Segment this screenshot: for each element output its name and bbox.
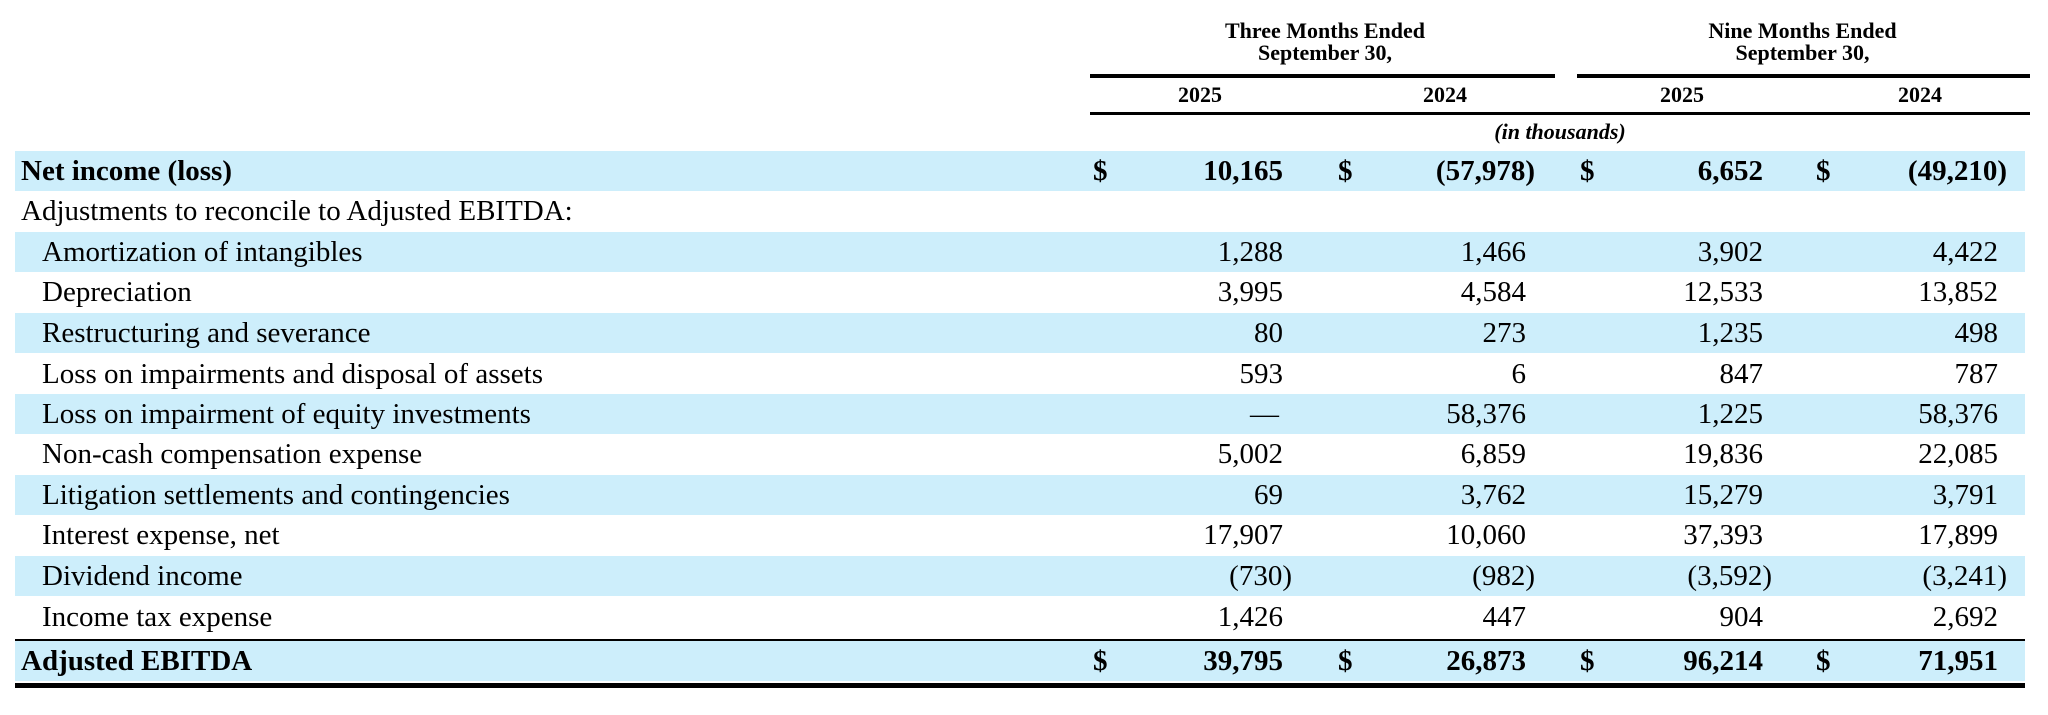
table-row: Income tax expense 1,426 447 904 2,692: [15, 597, 2025, 637]
row-label: Income tax expense: [42, 601, 273, 633]
year-col-1: 2025: [1178, 82, 1222, 107]
table-row: Depreciation 3,995 4,584 12,533 13,852: [15, 272, 2025, 312]
row-label: Adjustments to reconcile to Adjusted EBI…: [21, 195, 573, 227]
value-cell: 3,995: [1217, 276, 1283, 308]
row-label: Amortization of intangibles: [42, 236, 363, 268]
row-label: Non-cash compensation expense: [42, 438, 423, 470]
row-label: Loss on impairment of equity investments: [42, 398, 531, 430]
dollar-sign: $: [1093, 645, 1108, 677]
dollar-sign: $: [1338, 155, 1353, 187]
row-label: Depreciation: [42, 276, 192, 308]
value-cell: 3,762: [1460, 479, 1526, 511]
value-cell: 498: [1954, 317, 1999, 349]
header-three-months-line2: September 30,: [1257, 40, 1393, 65]
value-cell: 4,422: [1932, 236, 1998, 268]
value-cell: 1,235: [1697, 317, 1763, 349]
value-cell: 96,214: [1683, 645, 1763, 677]
row-label: Net income (loss): [21, 155, 233, 187]
table-row: Adjusted EBITDA $39,795 $26,873 $96,214 $71,…: [15, 641, 2025, 681]
dollar-sign: $: [1816, 155, 1831, 187]
row-label: Loss on impairments and disposal of asse…: [42, 358, 544, 390]
year-rule: [1090, 112, 2030, 115]
row-label: Restructuring and severance: [42, 317, 371, 349]
value-cell: 6,859: [1460, 438, 1526, 470]
header-three-months: Three Months Ended September 30,: [1090, 20, 1560, 64]
header-nine-months-line2: September 30,: [1735, 40, 1870, 65]
value-cell: —: [1250, 398, 1279, 430]
value-cell: 1,466: [1460, 236, 1526, 268]
header-nine-months: Nine Months Ended September 30,: [1575, 20, 2030, 64]
value-cell: 26,873: [1446, 645, 1526, 677]
value-cell: 447: [1482, 601, 1527, 633]
year-col-2: 2024: [1423, 82, 1467, 107]
table-row: Net income (loss) $10,165 $ (57,978) $6,652 $…: [15, 151, 2025, 191]
value-cell: 22,085: [1918, 438, 1998, 470]
value-cell: 593: [1239, 358, 1284, 390]
value-cell: (730): [1229, 560, 1292, 592]
table-row: Litigation settlements and contingencies…: [15, 475, 2025, 515]
value-cell: 5,002: [1217, 438, 1283, 470]
value-cell: (57,978): [1435, 155, 1535, 187]
value-cell: 1,288: [1217, 236, 1283, 268]
value-cell: 17,899: [1918, 519, 1998, 551]
value-cell: 39,795: [1203, 645, 1283, 677]
row-label: Interest expense, net: [42, 519, 280, 551]
dollar-sign: $: [1816, 645, 1831, 677]
units-note: (in thousands): [1494, 119, 1626, 144]
value-cell: 12,533: [1683, 276, 1763, 308]
row-label: Adjusted EBITDA: [21, 645, 253, 677]
value-cell: (3,241): [1922, 560, 2007, 592]
header-rule-nine-months: [1577, 74, 2030, 78]
value-cell: 69: [1254, 479, 1283, 511]
table-row: Loss on impairment of equity investments…: [15, 394, 2025, 434]
value-cell: 58,376: [1918, 398, 1998, 430]
dollar-sign: $: [1338, 645, 1353, 677]
value-cell: 847: [1719, 358, 1764, 390]
table-row: Adjustments to reconcile to Adjusted EBI…: [15, 191, 2025, 231]
table-row: Interest expense, net 17,907 10,060 37,393 1…: [15, 515, 2025, 555]
table-row: Non-cash compensation expense 5,002 6,859 1…: [15, 434, 2025, 474]
header-nine-months-line1: Nine Months Ended: [1708, 18, 1897, 43]
value-cell: 19,836: [1683, 438, 1763, 470]
value-cell: 1,426: [1217, 601, 1283, 633]
total-bottom-rule: [15, 683, 2025, 688]
value-cell: (982): [1472, 560, 1535, 592]
dollar-sign: $: [1580, 155, 1595, 187]
value-cell: 15,279: [1683, 479, 1763, 511]
value-cell: 3,902: [1697, 236, 1763, 268]
table-row: Restructuring and severance 80 273 1,235 498: [15, 313, 2025, 353]
value-cell: 1,225: [1697, 398, 1763, 430]
row-label: Dividend income: [42, 560, 243, 592]
table-row: Amortization of intangibles 1,288 1,466 3,9…: [15, 232, 2025, 272]
header-rule-three-months: [1090, 74, 1555, 78]
value-cell: 6,652: [1697, 155, 1763, 187]
value-cell: 787: [1954, 358, 1999, 390]
value-cell: 37,393: [1683, 519, 1763, 551]
value-cell: 6: [1511, 358, 1527, 390]
dollar-sign: $: [1580, 645, 1595, 677]
table-row: Dividend income (730) (982) (3,592) (3,241): [15, 556, 2025, 596]
value-cell: 13,852: [1918, 276, 1998, 308]
table-row: Loss on impairments and disposal of asse…: [15, 354, 2025, 394]
value-cell: 3,791: [1932, 479, 1998, 511]
value-cell: 273: [1482, 317, 1527, 349]
value-cell: (3,592): [1687, 560, 1772, 592]
header-three-months-line1: Three Months Ended: [1224, 18, 1426, 43]
value-cell: 71,951: [1918, 645, 1998, 677]
value-cell: 58,376: [1446, 398, 1526, 430]
value-cell: 10,165: [1203, 155, 1283, 187]
value-cell: 4,584: [1460, 276, 1526, 308]
year-col-4: 2024: [1898, 82, 1942, 107]
value-cell: 80: [1254, 317, 1283, 349]
row-label: Litigation settlements and contingencies: [42, 479, 510, 511]
value-cell: (49,210): [1907, 155, 2007, 187]
value-cell: 10,060: [1446, 519, 1526, 551]
value-cell: 17,907: [1203, 519, 1283, 551]
dollar-sign: $: [1093, 155, 1108, 187]
year-col-3: 2025: [1660, 82, 1704, 107]
value-cell: 2,692: [1932, 601, 1998, 633]
total-top-rule: [15, 639, 2025, 641]
value-cell: 904: [1719, 601, 1764, 633]
